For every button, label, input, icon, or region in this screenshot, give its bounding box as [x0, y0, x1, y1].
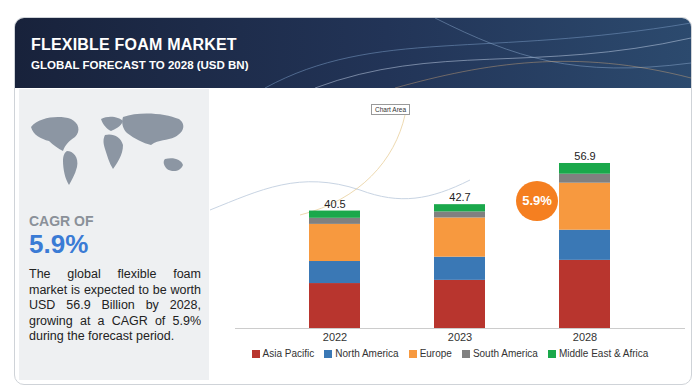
html-text:Middle East & Africa: Middle East & Africa — [558, 348, 649, 359]
svg-text:56.9: 56.9 — [574, 150, 595, 162]
html-text:Asia Pacific: Asia Pacific — [262, 348, 315, 359]
html-text:5.9%: 5.9% — [29, 229, 89, 259]
html-text:North America: North America — [335, 348, 399, 359]
html-text:The global flexible foam marke: The global flexible foam market is expec… — [29, 267, 201, 343]
svg-text:2028: 2028 — [573, 331, 597, 343]
svg-text:40.5: 40.5 — [324, 198, 345, 210]
html-text:CAGR OF: CAGR OF — [29, 213, 94, 229]
svg-text:42.7: 42.7 — [449, 191, 470, 203]
html-text:5.9%: 5.9% — [522, 193, 552, 208]
svg-text:2023: 2023 — [448, 331, 472, 343]
html-text:FLEXIBLE FOAM MARKET: FLEXIBLE FOAM MARKET — [31, 36, 237, 53]
html-text:South America: South America — [472, 348, 538, 359]
html-text:Europe: Europe — [419, 348, 452, 359]
html-text:Chart Area: Chart Area — [375, 106, 407, 113]
svg-text:2022: 2022 — [323, 331, 347, 343]
html-text:GLOBAL FORECAST TO 2028 (USD B: GLOBAL FORECAST TO 2028 (USD BN) — [31, 59, 249, 71]
